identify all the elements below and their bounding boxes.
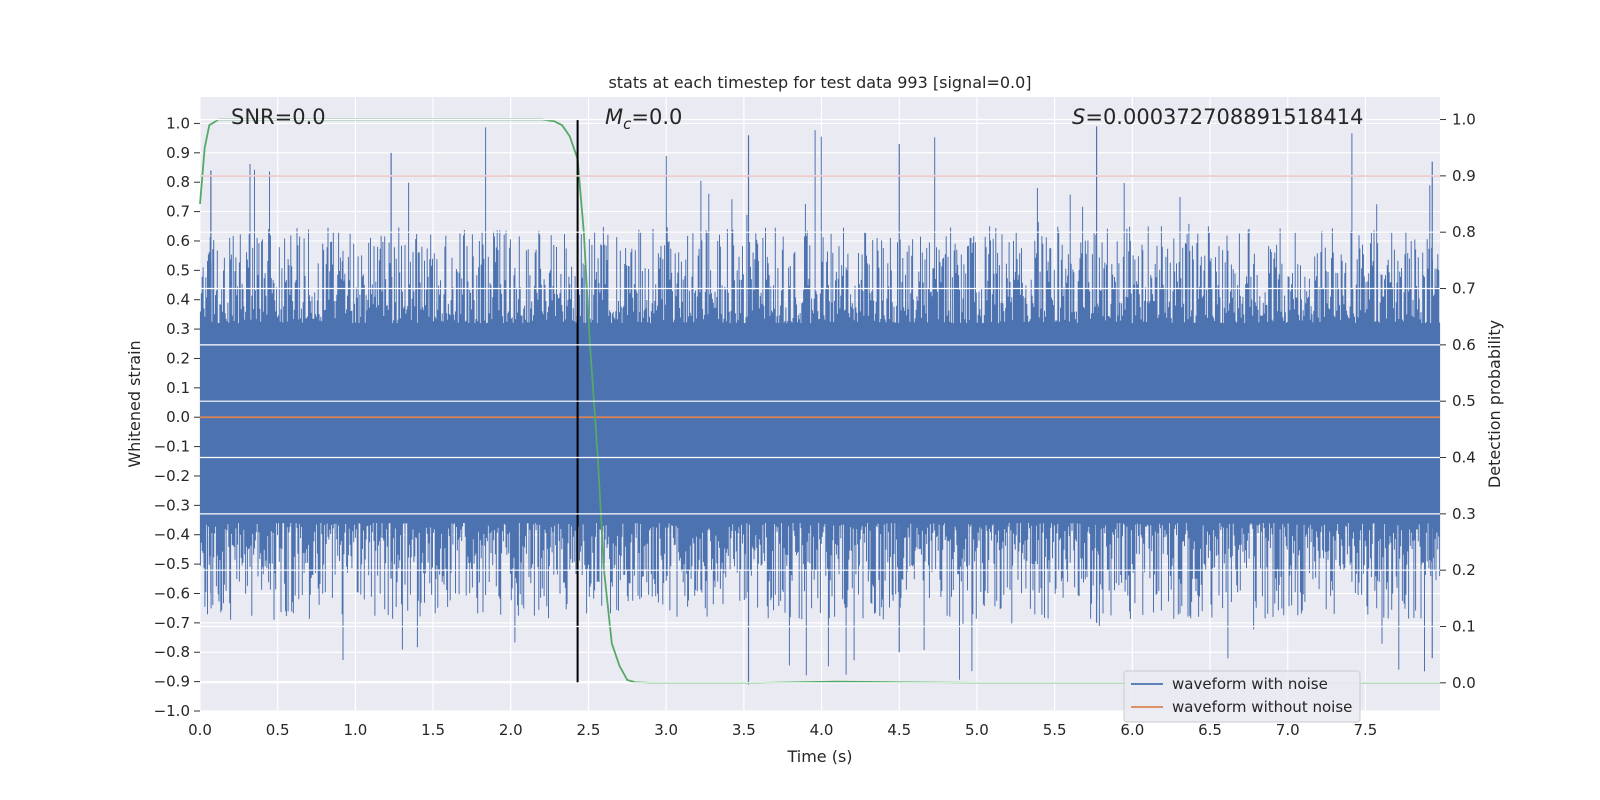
y-tick-label: −0.6 (154, 584, 190, 602)
y-tick-label: 0.5 (166, 261, 190, 279)
x-tick-label: 0.0 (188, 721, 212, 739)
right-y-tick-label: 0.5 (1452, 392, 1476, 410)
snr-annotation: SNR=0.0 (231, 105, 326, 129)
x-tick-label: 1.0 (343, 721, 367, 739)
x-tick-label: 2.5 (577, 721, 601, 739)
right-y-tick-label: 0.0 (1452, 674, 1476, 692)
legend: waveform with noise waveform without noi… (1123, 670, 1361, 723)
chirp-mass-annotation: Mc=0.0 (605, 105, 682, 133)
x-tick-label: 3.5 (732, 721, 756, 739)
right-y-gridlines (200, 118, 1440, 684)
x-tick-label: 7.5 (1353, 721, 1377, 739)
mc-value: =0.0 (631, 105, 682, 129)
y-tick-label: 0.1 (166, 379, 190, 397)
y-tick-label: −0.1 (154, 438, 190, 456)
legend-box (1123, 670, 1361, 723)
chart-title: stats at each timestep for test data 993… (608, 73, 1031, 92)
x-tick-label: 7.0 (1276, 721, 1300, 739)
mc-symbol: M (605, 105, 623, 129)
y-tick-label: 0.8 (166, 173, 190, 191)
x-tick-label: 3.0 (654, 721, 678, 739)
series-waveform-with-noise (199, 126, 1441, 685)
right-y-tick-label: 0.4 (1452, 449, 1476, 467)
mc-subscript: c (623, 115, 632, 133)
y-tick-label: 0.3 (166, 320, 190, 338)
right-y-tick-label: 0.7 (1452, 280, 1476, 298)
legend-label-waveform-with-noise: waveform with noise (1172, 675, 1328, 693)
y-tick-label: −0.3 (154, 496, 190, 514)
y-tick-label: 0.9 (166, 144, 190, 162)
right-y-axis-label: Detection probability (1485, 320, 1504, 488)
y-tick-label: 0.7 (166, 203, 190, 221)
noise-trace (199, 127, 1441, 680)
x-tick-label: 6.0 (1120, 721, 1144, 739)
x-tick-label: 4.5 (887, 721, 911, 739)
y-tick-label: −0.7 (154, 614, 190, 632)
x-tick-label: 1.5 (421, 721, 445, 739)
s-symbol: S (1072, 105, 1085, 129)
right-y-tick-label: 0.1 (1452, 618, 1476, 636)
y-axis-ticks: 1.0 0.9 0.8 0.7 0.6 0.5 0.4 0.3 0.2 0.1 0.0 −0.1 −0.… (154, 114, 200, 720)
y-tick-label: −0.2 (154, 467, 190, 485)
y-tick-label: −0.5 (154, 555, 190, 573)
x-tick-label: 6.5 (1198, 721, 1222, 739)
x-axis-label: Time (s) (786, 747, 852, 766)
y-tick-label: −0.8 (154, 643, 190, 661)
x-tick-label: 5.0 (965, 721, 989, 739)
y-tick-label: 0.2 (166, 349, 190, 367)
s-value: =0.000372708891518414 (1085, 105, 1363, 129)
y-tick-label: −0.4 (154, 526, 190, 544)
x-tick-label: 4.0 (810, 721, 834, 739)
right-y-tick-label: 0.3 (1452, 505, 1476, 523)
y-tick-label: 0.0 (166, 408, 190, 426)
right-y-tick-label: 0.6 (1452, 336, 1476, 354)
y-tick-label: 1.0 (166, 114, 190, 132)
right-y-axis-ticks: 1.0 0.9 0.8 0.7 0.6 0.5 0.4 0.3 0.2 0.1 0.0 (1440, 111, 1476, 692)
right-y-tick-label: 0.9 (1452, 167, 1476, 185)
right-y-tick-label: 0.2 (1452, 561, 1476, 579)
x-tick-label: 0.5 (266, 721, 290, 739)
y-tick-label: −0.9 (154, 673, 190, 691)
y-tick-label: 0.4 (166, 291, 190, 309)
s-annotation: S=0.000372708891518414 (1072, 105, 1363, 129)
y-tick-label: −1.0 (154, 702, 190, 720)
right-y-tick-label: 0.8 (1452, 223, 1476, 241)
y-axis-label: Whitened strain (125, 340, 144, 467)
x-tick-label: 2.0 (499, 721, 523, 739)
x-tick-label: 5.5 (1043, 721, 1067, 739)
right-y-tick-label: 1.0 (1452, 111, 1476, 129)
x-axis-ticks: 0.0 0.5 1.0 1.5 2.0 2.5 3.0 3.5 4.0 4.5 5.0 5.5 6.0 6… (188, 721, 1377, 739)
legend-label-waveform-without-noise: waveform without noise (1172, 698, 1352, 716)
y-tick-label: 0.6 (166, 232, 190, 250)
